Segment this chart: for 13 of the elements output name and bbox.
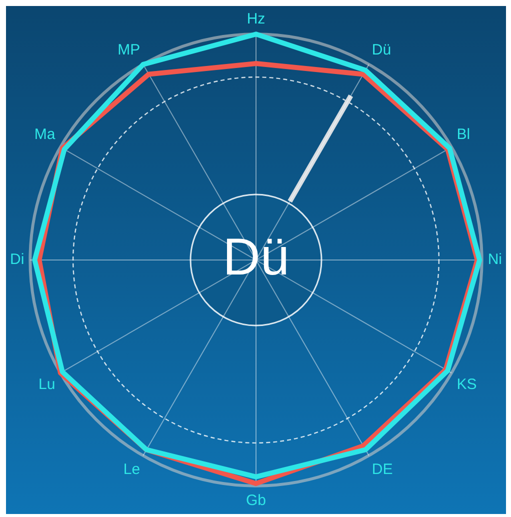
spoke-label: Ma bbox=[34, 126, 56, 144]
text: Dü bbox=[222, 228, 290, 286]
spoke-label: Gb bbox=[246, 492, 266, 509]
spoke-label: Bl bbox=[456, 126, 470, 144]
spoke-label: MP bbox=[118, 41, 140, 58]
spoke-label: Dü bbox=[372, 41, 392, 58]
spoke-label: Di bbox=[10, 251, 24, 268]
spoke-label: Hz bbox=[246, 10, 266, 28]
spoke-label: Ni bbox=[488, 251, 502, 268]
spoke-label: KS bbox=[456, 376, 477, 394]
spoke-label: DE bbox=[372, 460, 393, 478]
spoke-label: Lu bbox=[38, 376, 56, 394]
spoke-label: Le bbox=[123, 460, 140, 478]
